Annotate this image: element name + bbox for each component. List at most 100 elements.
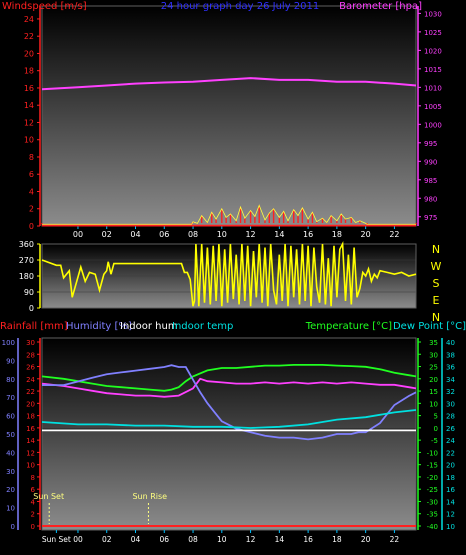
windspeed-line [42,204,416,225]
sun-event-label: Sun Set [33,492,64,501]
x-tick-label: 04 [131,535,141,544]
baro-tick-label: 985 [424,177,437,185]
temp-tick-label: -15 [427,462,438,470]
baro-axis-title: Barometer [hpa] [339,1,422,12]
indoor-hum-title: Indoor hum [120,321,178,332]
x-tick-label: 22 [389,230,399,239]
wind-tick-label: 22 [24,32,34,41]
dew-tick-label: 38 [446,351,455,359]
rain-tick-label: 4 [31,498,36,506]
dew-tick-label: 40 [446,339,455,347]
baro-tick-label: 1025 [424,29,442,37]
compass-label: S [433,277,440,290]
rain-tick-label: 22 [26,388,35,396]
rain-tick-label: 30 [26,339,35,347]
temperature-line [41,363,417,392]
humidity-tick-label: 90 [6,357,15,365]
x-tick-label: 12 [245,230,255,239]
temp-tick-label: -40 [427,523,438,531]
humidity-tick-label: 30 [6,468,15,476]
humidity-axis-title: Humidity [%] [66,321,132,332]
dir-tick-label: 90 [24,288,34,297]
humidity-tick-label: 100 [2,339,15,347]
barometer-line [41,77,417,91]
rain-tick-label: 16 [26,425,35,433]
dir-tick-label: 270 [19,256,34,265]
temp-tick-label: 15 [429,388,438,396]
baro-tick-label: 1010 [424,84,442,92]
dew-tick-label: 28 [446,413,455,421]
temp-tick-label: 5 [434,413,438,421]
dew-tick-label: 22 [446,449,455,457]
dew-tick-label: 20 [446,462,455,470]
wind-direction-line [41,241,417,307]
dew-axis-title: Dew Point [°C] [393,321,466,332]
humidity-line [42,364,417,441]
wind-axis-title: Windspeed [m/s] [2,1,87,12]
x-tick-label: 00 [73,535,83,544]
dew-tick-label: 32 [446,388,455,396]
baro-tick-label: 980 [424,195,437,203]
wind-tick-label: 2 [29,205,34,214]
temp-tick-label: 30 [429,351,438,359]
x-tick-label: 14 [274,230,284,239]
dir-tick-label: 0 [29,304,34,313]
temp-tick-label: 35 [429,339,438,347]
indoor-temp-title: Indoor temp [172,321,233,332]
rain-tick-label: 24 [26,376,35,384]
temp-tick-label: 10 [429,400,438,408]
temp-tick-label: 20 [429,376,438,384]
dew-tick-label: 34 [446,376,455,384]
dew-tick-label: 10 [446,523,455,531]
indoor-temp-line [41,409,417,429]
wind-tick-label: 8 [29,153,34,162]
x-tick-label: 16 [303,230,313,239]
wind-tick-label: 16 [24,84,34,93]
compass-label: N [432,243,440,256]
plot-bg-wind [42,6,416,226]
temp-tick-label: -35 [427,511,438,519]
baro-tick-label: 1030 [424,10,442,18]
dew-tick-label: 14 [446,498,455,506]
baro-tick-label: 975 [424,214,437,222]
dew-tick-label: 36 [446,364,455,372]
wind-tick-label: 14 [24,101,34,110]
x-tick-label: 14 [275,535,285,544]
rain-tick-label: 8 [31,474,35,482]
x-tick-label: Sun Set [42,535,71,544]
plot-frame-temp [41,337,417,531]
rain-tick-label: 20 [26,400,35,408]
temp-tick-label: -25 [427,486,438,494]
dew-tick-label: 16 [446,486,455,494]
rain-tick-label: 2 [31,511,35,519]
wind-tick-label: 10 [24,136,34,145]
compass-label: E [433,294,440,307]
rain-tick-label: 26 [26,364,35,372]
rain-tick-label: 12 [26,449,35,457]
x-tick-label: 08 [188,535,198,544]
humidity-tick-label: 10 [6,505,15,513]
wind-tick-label: 18 [24,67,34,76]
rain-tick-label: 6 [31,486,36,494]
rain-tick-label: 28 [26,351,35,359]
humidity-tick-label: 20 [6,486,15,494]
wind-tick-label: 24 [24,15,34,24]
x-tick-label: 20 [361,230,371,239]
wind-tick-label: 0 [29,222,34,231]
wind-tick-label: 12 [24,118,34,127]
rain-tick-label: 10 [26,462,35,470]
chart-title: 24 hour graph day 26 July 2011 [161,1,320,12]
temp-tick-label: 0 [434,425,438,433]
x-tick-label: 02 [102,535,112,544]
x-tick-label: 16 [303,535,313,544]
humidity-tick-label: 70 [6,394,15,402]
temp-tick-label: -5 [431,437,438,445]
compass-label: W [431,260,442,273]
baro-tick-label: 1015 [424,66,442,74]
dew-tick-label: 12 [446,511,455,519]
x-tick-label: 18 [332,535,342,544]
x-tick-label: 02 [102,230,112,239]
wind-tick-label: 20 [24,49,34,58]
